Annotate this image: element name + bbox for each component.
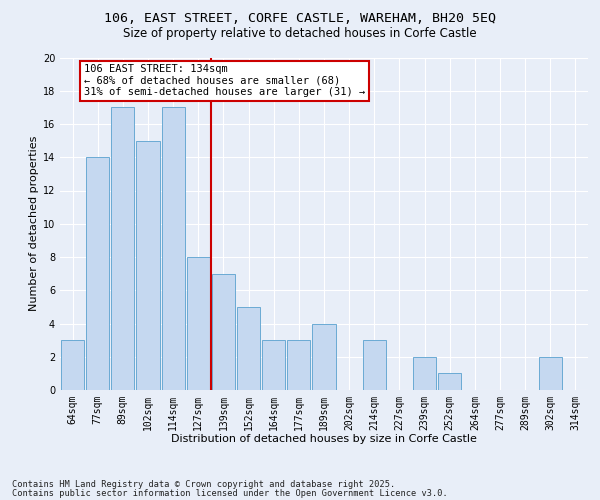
Text: Size of property relative to detached houses in Corfe Castle: Size of property relative to detached ho… — [123, 28, 477, 40]
Bar — [262, 340, 285, 390]
Bar — [413, 357, 436, 390]
Bar — [187, 257, 210, 390]
X-axis label: Distribution of detached houses by size in Corfe Castle: Distribution of detached houses by size … — [171, 434, 477, 444]
Bar — [61, 340, 84, 390]
Y-axis label: Number of detached properties: Number of detached properties — [29, 136, 38, 312]
Bar — [313, 324, 335, 390]
Bar — [161, 108, 185, 390]
Bar — [237, 307, 260, 390]
Text: 106, EAST STREET, CORFE CASTLE, WAREHAM, BH20 5EQ: 106, EAST STREET, CORFE CASTLE, WAREHAM,… — [104, 12, 496, 26]
Text: Contains public sector information licensed under the Open Government Licence v3: Contains public sector information licen… — [12, 490, 448, 498]
Bar — [86, 157, 109, 390]
Bar — [212, 274, 235, 390]
Text: 106 EAST STREET: 134sqm
← 68% of detached houses are smaller (68)
31% of semi-de: 106 EAST STREET: 134sqm ← 68% of detache… — [84, 64, 365, 98]
Text: Contains HM Land Registry data © Crown copyright and database right 2025.: Contains HM Land Registry data © Crown c… — [12, 480, 395, 489]
Bar — [363, 340, 386, 390]
Bar — [438, 374, 461, 390]
Bar — [287, 340, 310, 390]
Bar — [136, 140, 160, 390]
Bar — [539, 357, 562, 390]
Bar — [111, 108, 134, 390]
